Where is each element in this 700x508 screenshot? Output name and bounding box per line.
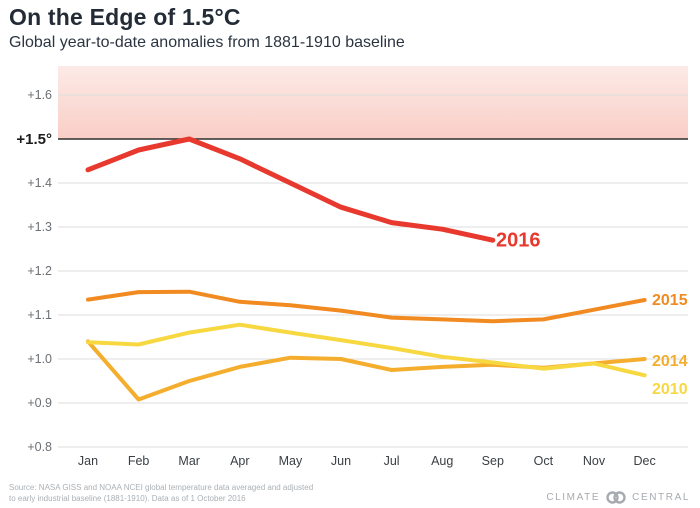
month-label: Apr [230,454,249,468]
y-tick-label: +1.1 [27,308,52,322]
series-line-2010 [86,322,647,378]
source-attribution: Source: NASA GISS and NOAA NCEI global t… [9,483,313,505]
climate-central-logo: CLIMATE CENTRAL [546,490,690,505]
page-title: On the Edge of 1.5°C [9,4,241,30]
source-line-1: Source: NASA GISS and NOAA NCEI global t… [9,483,314,493]
source-line-2: to early industrial baseline (1881-1910)… [9,494,246,504]
y-tick-label: +0.9 [27,396,52,410]
series-label-2015: 2015 [652,292,688,309]
y-tick-label: +1.0 [27,352,52,366]
series-label-2010: 2010 [652,381,688,398]
month-label: Jun [331,454,351,468]
month-label: Jul [384,454,400,468]
month-label: Sep [482,454,504,468]
chart-footer: Source: NASA GISS and NOAA NCEI global t… [0,483,700,505]
month-label: Nov [583,454,606,468]
y-tick-label: +1.4 [27,176,52,190]
series-label-2016: 2016 [496,229,541,251]
month-label: Oct [534,454,554,468]
brand-text-climate: CLIMATE [546,492,601,503]
page-subtitle: Global year-to-date anomalies from 1881-… [9,34,405,51]
danger-band [58,66,688,139]
y-tick-label: +1.5° [16,131,52,148]
series-line-2016 [85,136,496,243]
series-label-2014: 2014 [652,353,688,370]
temperature-anomaly-chart: +0.8 +0.9 +1.0 +1.1 +1.2 +1.3 +1.4 +1.5° +1.6 Jan… [16,66,688,468]
month-label: Dec [633,454,655,468]
series-line-2015 [86,289,647,324]
month-label: May [279,454,303,468]
series-line-2014 [86,339,647,402]
y-tick-label: +0.8 [27,440,52,454]
y-tick-label: +1.2 [27,264,52,278]
month-label: Feb [128,454,150,468]
climate-central-logo-icon [606,491,626,504]
y-tick-label: +1.3 [27,220,52,234]
month-label: Aug [431,454,453,468]
month-label: Mar [178,454,200,468]
brand-text-central: CENTRAL [632,492,690,503]
chart-header: On the Edge of 1.5°C Global year-to-date… [0,0,700,52]
month-label: Jan [78,454,98,468]
chart-area: +0.8 +0.9 +1.0 +1.1 +1.2 +1.3 +1.4 +1.5° +1.6 Jan… [0,60,700,480]
y-tick-label: +1.6 [27,88,52,102]
